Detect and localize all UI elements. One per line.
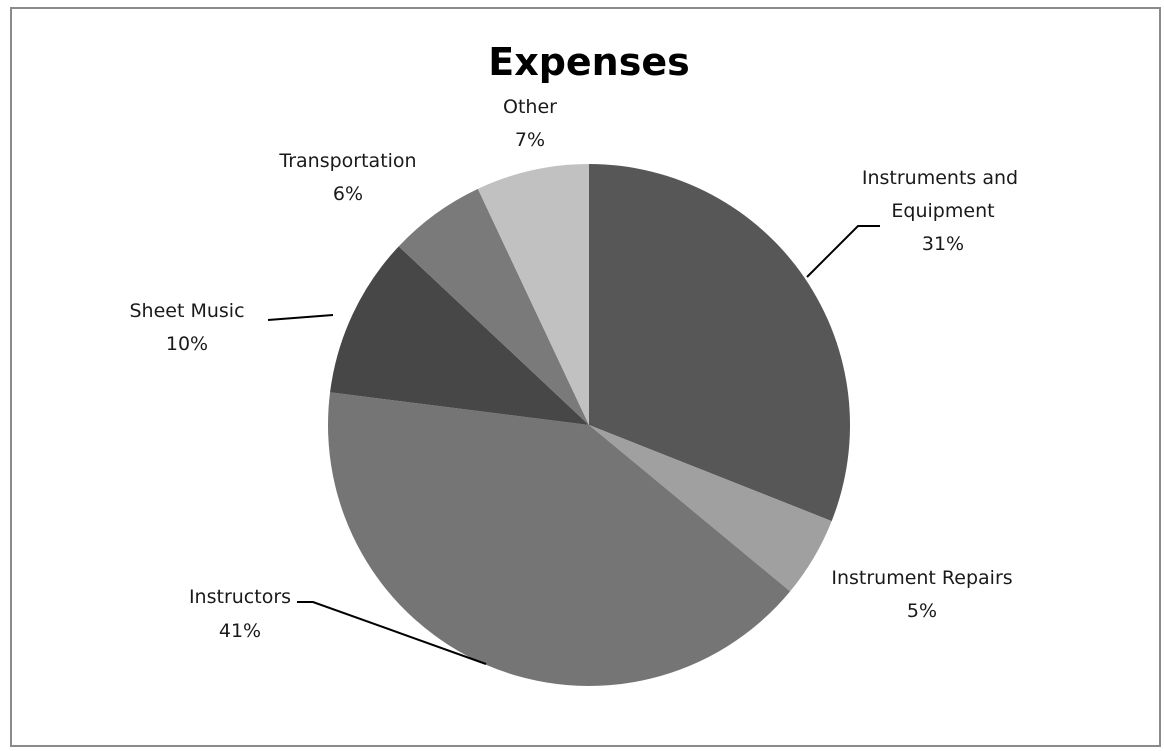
slice-percent-other: 7%: [515, 129, 545, 151]
slice-label-sheet-music: Sheet Music: [129, 300, 244, 322]
slice-percent-sheet-music: 10%: [166, 333, 208, 355]
pie-slice-transportation: [398, 188, 589, 425]
pie-slice-instruments-and-equipment: [589, 164, 850, 522]
slice-label-instruments-and-equipment: Instruments and Equipment: [862, 167, 1024, 222]
chart-title: Expenses: [488, 40, 690, 84]
pie-slice-instrument-repairs: [589, 425, 832, 592]
pie-slice-other: [477, 164, 589, 425]
slice-percent-transportation: 6%: [333, 183, 363, 205]
slice-label-instructors: Instructors: [189, 586, 291, 608]
pie-slice-instructors: [328, 392, 791, 686]
slice-percent-instructors: 41%: [219, 620, 261, 642]
slice-label-transportation: Transportation: [278, 150, 416, 172]
leader-line-instructors: [297, 601, 487, 665]
slice-label-instrument-repairs: Instrument Repairs: [831, 567, 1012, 589]
slice-label-other: Other: [503, 96, 557, 118]
leader-lines: [267, 225, 880, 665]
pie-slice-sheet-music: [330, 246, 589, 425]
slice-percent-instruments-and-equipment: 31%: [922, 233, 964, 255]
pie-slices: [328, 164, 850, 686]
leader-line-instruments-and-equipment: [806, 225, 880, 278]
slice-percent-instrument-repairs: 5%: [907, 600, 937, 622]
leader-line-sheet-music: [267, 314, 334, 321]
